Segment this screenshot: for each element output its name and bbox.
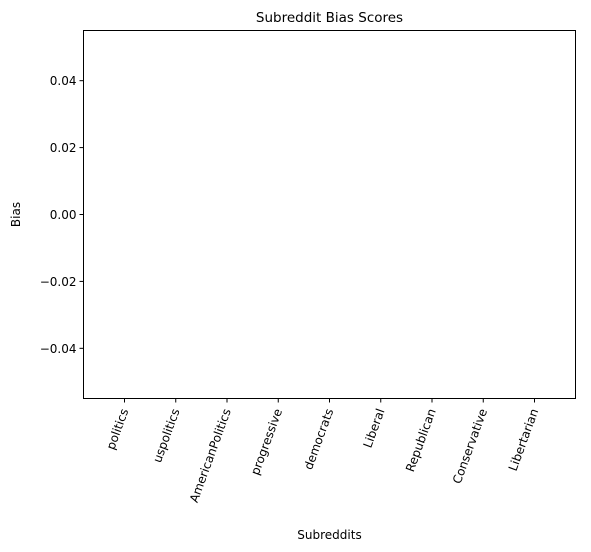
plot-area — [83, 30, 576, 399]
x-axis: politics uspolitics AmericanPolitics progre… — [104, 398, 541, 505]
x-tick-label: Libertarian — [506, 407, 541, 473]
y-tick-label: 0.00 — [50, 208, 77, 222]
y-tick-label: −0.02 — [40, 275, 77, 289]
y-tick-label: 0.02 — [50, 141, 77, 155]
x-tick-label: politics — [104, 407, 132, 452]
y-tick-label: −0.04 — [40, 342, 77, 356]
y-axis: −0.04 −0.02 0.00 0.02 0.04 — [40, 74, 84, 356]
x-tick-label: Republican — [403, 407, 439, 474]
x-tick-label: Liberal — [361, 407, 388, 450]
x-tick-label: democrats — [301, 407, 336, 472]
x-tick-label: AmericanPolitics — [187, 407, 234, 505]
y-axis-label: Bias — [9, 202, 23, 227]
x-tick-label: Conservative — [450, 407, 490, 486]
x-tick-label: uspolitics — [150, 407, 182, 465]
x-tick-label: progressive — [248, 407, 285, 477]
y-tick-label: 0.04 — [50, 74, 77, 88]
x-axis-label: Subreddits — [297, 528, 361, 542]
chart-title: Subreddit Bias Scores — [256, 10, 403, 26]
